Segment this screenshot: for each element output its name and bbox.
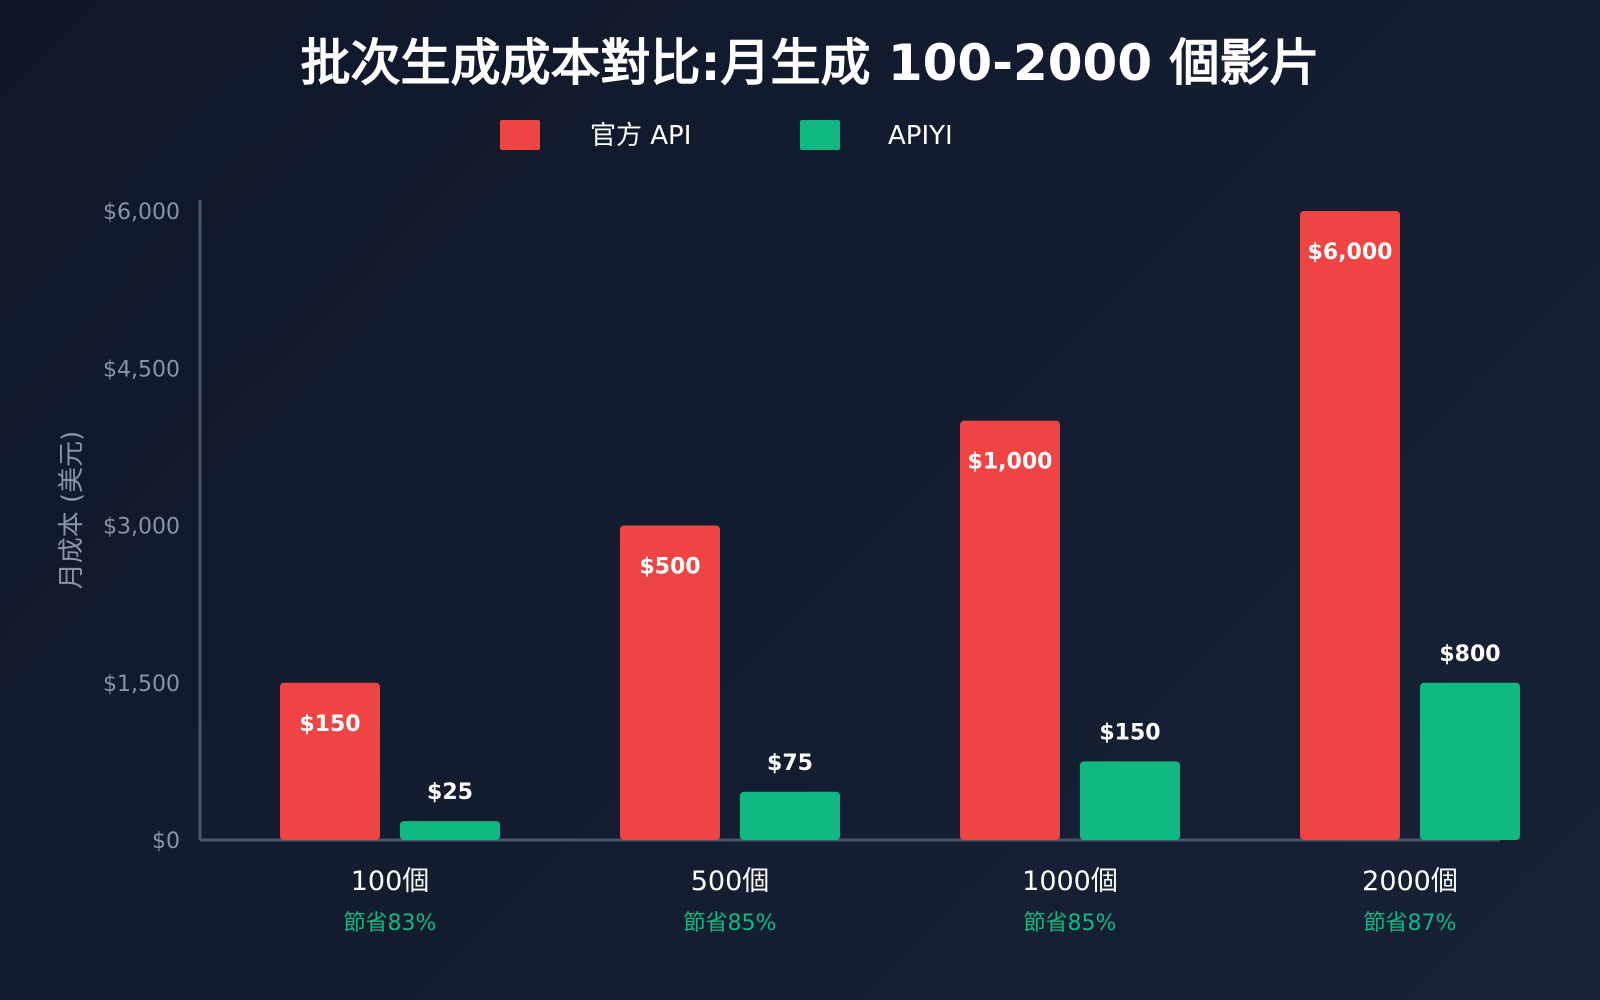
x-tick-label: 100個	[351, 866, 430, 897]
y-tick-label: $6,000	[103, 200, 180, 225]
bar-value-label: $800	[1439, 642, 1500, 667]
y-tick-label: $1,500	[103, 672, 180, 697]
bar-value-label: $500	[639, 555, 700, 580]
x-tick-label: 2000個	[1362, 866, 1458, 897]
y-tick-label: $0	[152, 829, 180, 854]
x-tick-label: 500個	[691, 866, 770, 897]
bar-official-api	[960, 420, 1060, 840]
legend-swatch-apiyi	[800, 120, 840, 150]
x-tick-label: 1000個	[1022, 866, 1118, 897]
legend-swatch-official	[500, 120, 540, 150]
bar-official-api	[280, 682, 380, 840]
bar-value-label: $150	[1099, 720, 1160, 745]
bars	[280, 211, 1520, 840]
bar-apiyi	[1420, 682, 1520, 840]
bar-apiyi	[1080, 761, 1180, 840]
savings-label: 節省85%	[1024, 911, 1117, 936]
bar-apiyi	[740, 791, 840, 840]
bar-official-api	[1300, 211, 1400, 840]
y-axis-label: 月成本 (美元)	[57, 431, 87, 590]
y-tick-label: $4,500	[103, 357, 180, 382]
y-tick-label: $3,000	[103, 515, 180, 540]
savings-label: 節省87%	[1364, 911, 1457, 936]
bar-value-label: $75	[767, 751, 813, 776]
savings-label: 節省83%	[344, 911, 437, 936]
legend-label-apiyi: APIYI	[888, 121, 953, 151]
legend-label-official: 官方 API	[590, 121, 691, 151]
bar-value-label: $1,000	[968, 450, 1053, 475]
y-ticks: $0 $1,500 $3,000 $4,500 $6,000	[103, 200, 180, 854]
bar-official-api	[620, 525, 720, 840]
bar-value-label: $6,000	[1308, 240, 1393, 265]
chart-title: 批次生成成本對比:月生成 100-2000 個影片	[300, 34, 1319, 92]
savings-label: 節省85%	[684, 911, 777, 936]
bar-value-label: $25	[427, 780, 473, 805]
legend: 官方 API APIYI	[500, 120, 953, 151]
bar-value-label: $150	[299, 712, 360, 737]
value-labels: $150 $25 $500 $75 $1,000 $150 $6,000 $800	[299, 240, 1500, 805]
bar-apiyi	[400, 821, 500, 840]
